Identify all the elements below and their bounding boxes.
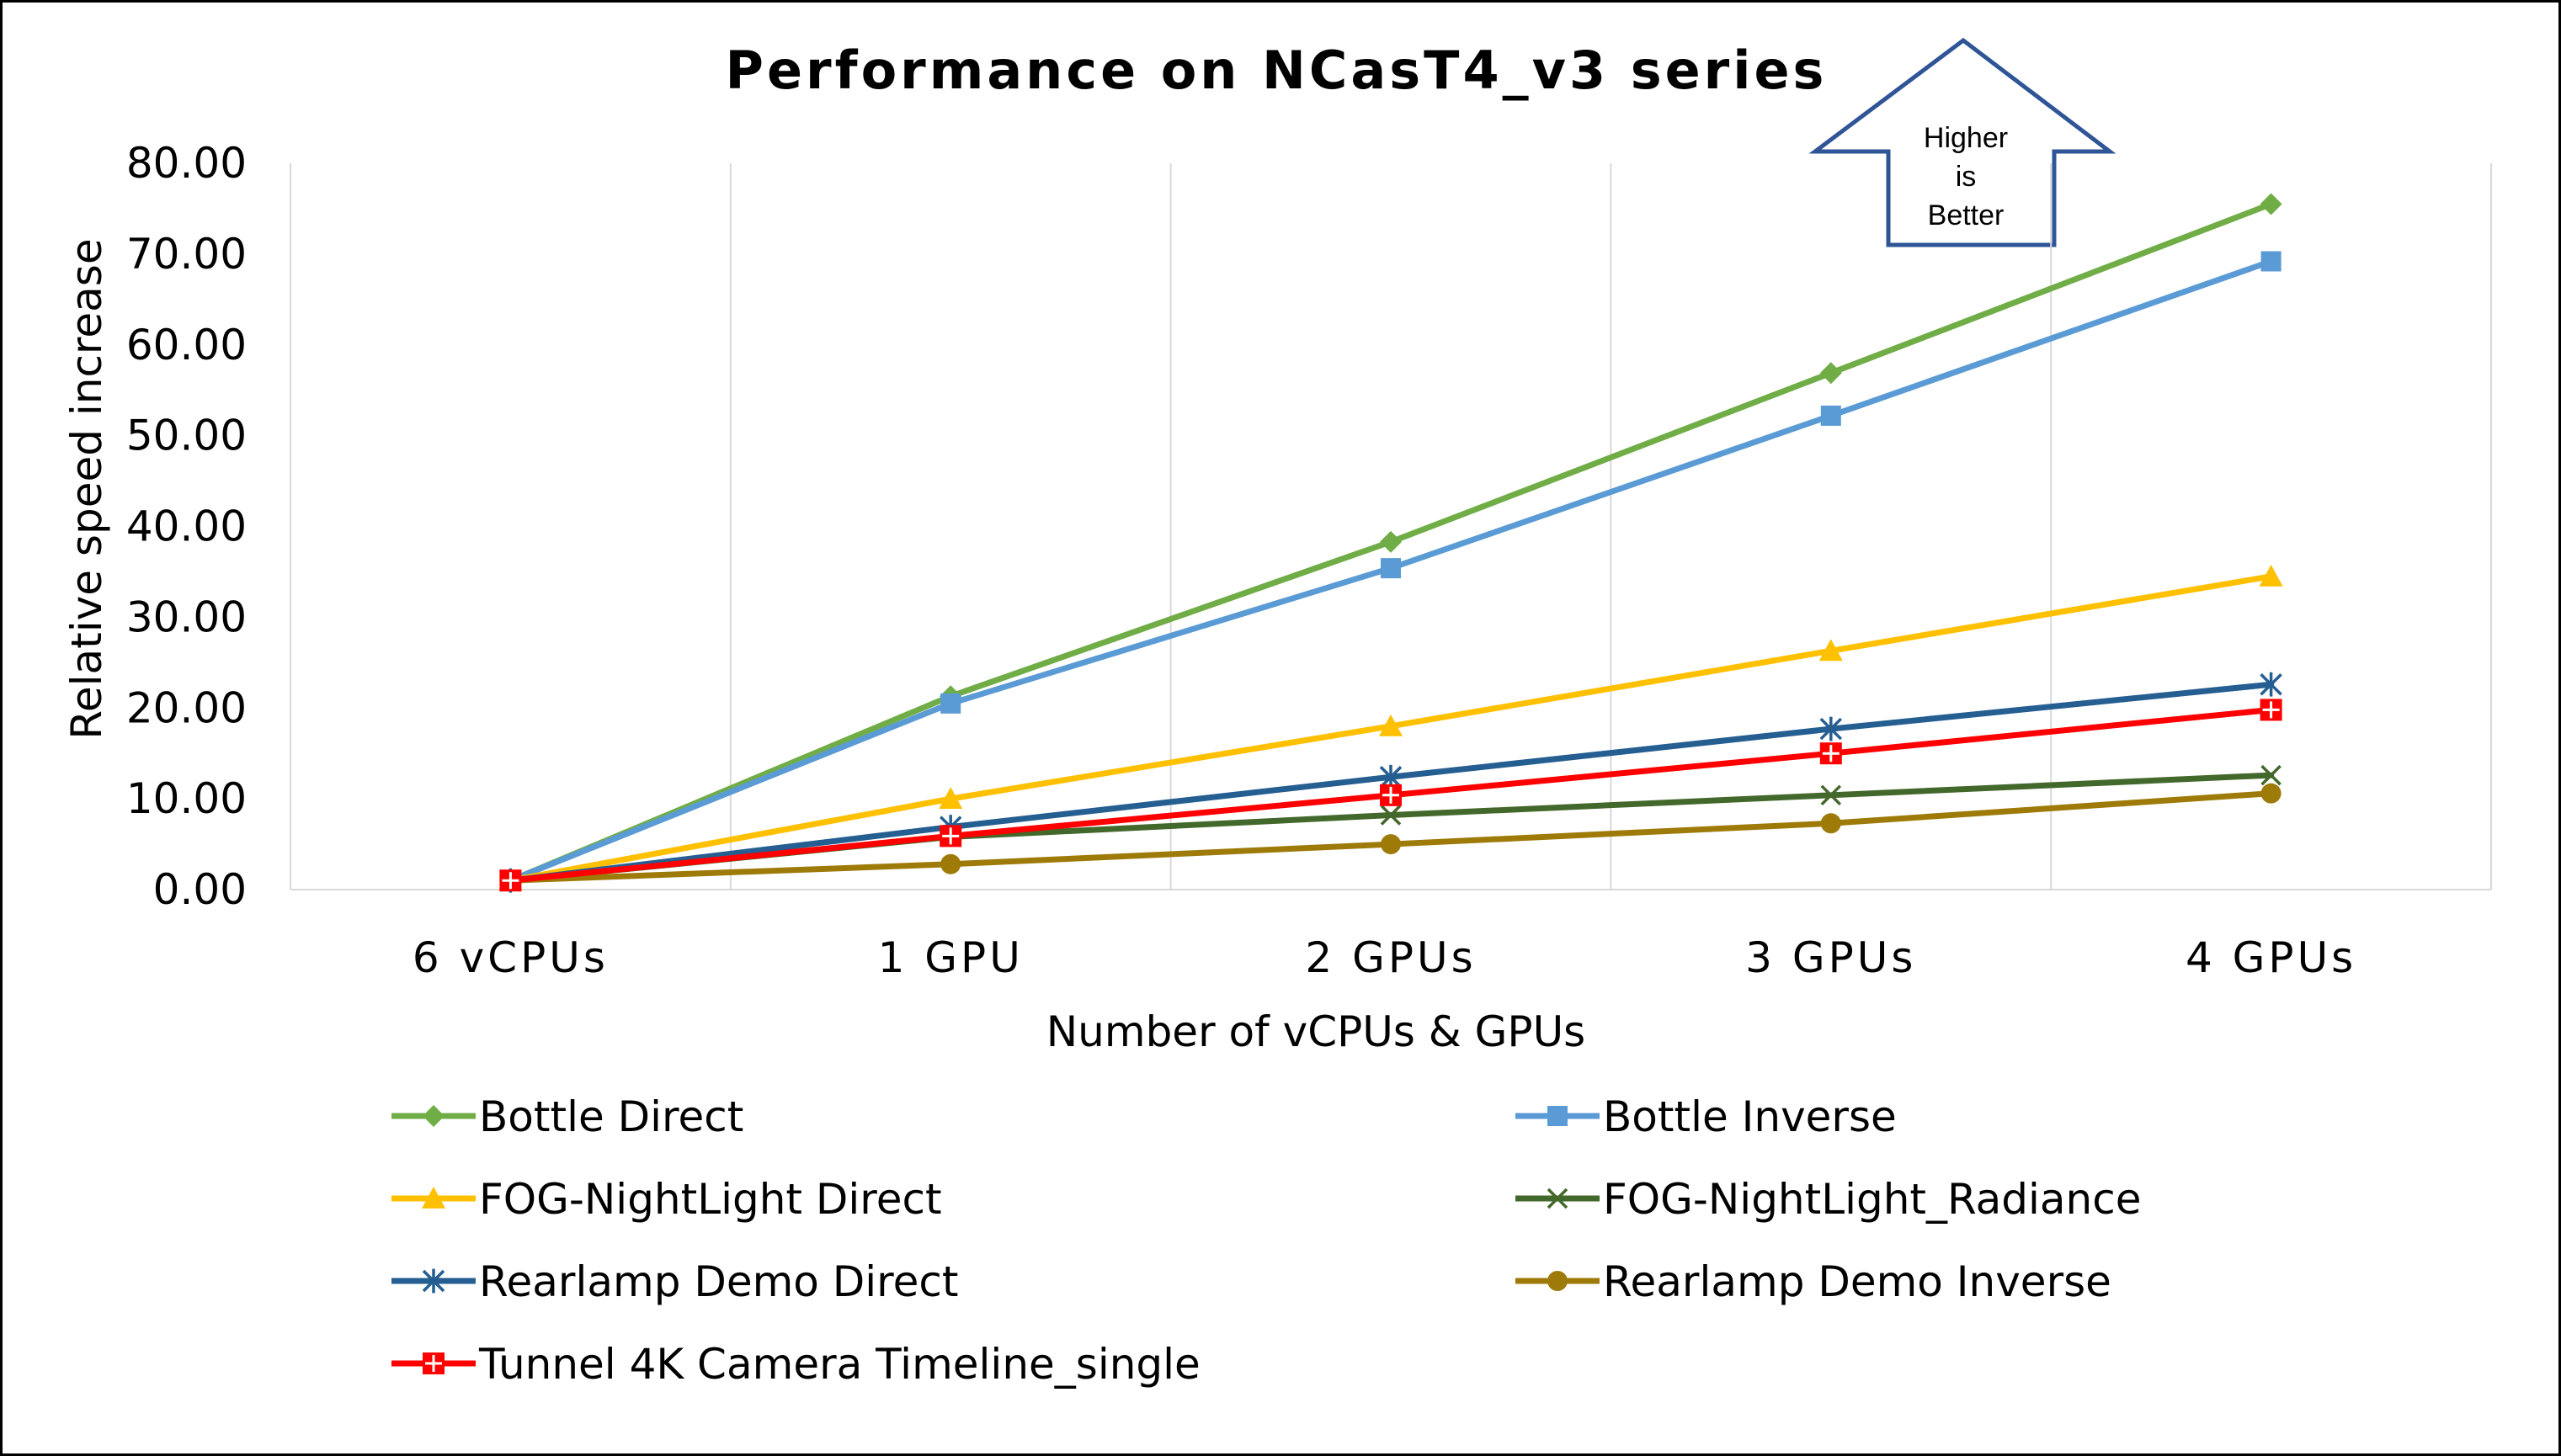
legend-item-tunnel-4k-camera-timeline-single: Tunnel 4K Camera Timeline_single xyxy=(391,1340,1201,1389)
data-point-marker xyxy=(1380,784,1402,806)
legend-label: Bottle Inverse xyxy=(1603,1092,1897,1141)
data-point-marker xyxy=(940,693,961,714)
data-point-marker xyxy=(1380,530,1402,553)
legend-label: Rearlamp Demo Inverse xyxy=(1603,1257,2111,1306)
data-point-marker xyxy=(1819,716,1843,741)
data-point-marker xyxy=(1547,1271,1568,1291)
y-tick-label: 70.00 xyxy=(126,230,247,279)
x-tick-label: 2 GPUs xyxy=(1305,933,1476,982)
axes xyxy=(290,163,2491,890)
y-axis-label: Relative speed increase xyxy=(62,238,111,739)
callout-arrow-shape xyxy=(1808,37,2116,247)
data-point-marker xyxy=(2259,564,2283,587)
data-point-marker xyxy=(1547,1188,1568,1209)
data-point-marker xyxy=(422,1187,445,1209)
data-point-marker xyxy=(2260,193,2282,215)
chart-svg: Performance on NCasT4_v3 series Higher i… xyxy=(62,37,2492,1389)
legend-label: FOG-NightLight_Radiance xyxy=(1603,1175,2142,1224)
data-point-marker xyxy=(1820,405,1841,426)
x-tick-label: 1 GPU xyxy=(878,933,1024,982)
legend-label: FOG-NightLight Direct xyxy=(479,1175,942,1224)
data-point-marker xyxy=(1379,714,1403,736)
x-tick-label: 6 vCPUs xyxy=(413,933,609,982)
callout-line-2: is xyxy=(1956,161,1977,193)
legend-item-rearlamp-demo-inverse: Rearlamp Demo Inverse xyxy=(1515,1257,2111,1306)
y-tick-label: 40.00 xyxy=(126,502,247,551)
callout-line-1: Higher xyxy=(1924,122,2008,154)
x-tick-label: 3 GPUs xyxy=(1745,933,1916,982)
data-point-marker xyxy=(2260,783,2281,804)
gridlines xyxy=(729,163,2492,890)
data-point-marker xyxy=(1547,1106,1568,1126)
data-point-marker xyxy=(939,787,963,810)
data-point-marker xyxy=(1819,742,1842,765)
y-tick-label: 30.00 xyxy=(126,592,247,641)
series-tunnel-4k-camera-timeline-single xyxy=(499,699,2282,892)
legend-label: Tunnel 4K Camera Timeline_single xyxy=(478,1340,1201,1389)
higher-is-better-callout: Higher is Better xyxy=(1808,37,2116,247)
y-tick-label: 80.00 xyxy=(126,139,247,188)
series-rearlamp-demo-inverse xyxy=(500,783,2281,891)
legend: Bottle Direct Bottle Inverse FOG-NightLigh… xyxy=(391,1092,2142,1389)
series-fog-nightlight-direct xyxy=(498,564,2283,891)
data-point-marker xyxy=(499,869,522,892)
y-tick-labels: 0.00 10.00 20.00 30.00 40.00 50.00 60.00 70.00 8… xyxy=(126,139,247,914)
y-tick-label: 10.00 xyxy=(126,774,247,823)
y-tick-label: 60.00 xyxy=(126,321,247,369)
data-point-marker xyxy=(1818,639,1843,662)
data-point-marker xyxy=(422,1268,445,1294)
series-rearlamp-demo-direct xyxy=(499,672,2282,893)
data-point-marker xyxy=(2260,764,2281,786)
x-axis-label: Number of vCPUs & GPUs xyxy=(1046,1007,1585,1056)
data-point-marker xyxy=(940,853,961,874)
y-tick-label: 0.00 xyxy=(153,865,247,914)
legend-label: Bottle Direct xyxy=(479,1092,743,1141)
data-point-marker xyxy=(1380,805,1402,826)
chart-title: Performance on NCasT4_v3 series xyxy=(726,40,1828,101)
y-tick-label: 20.00 xyxy=(126,683,247,732)
legend-item-fog-nightlight-direct: FOG-NightLight Direct xyxy=(391,1175,942,1224)
legend-label: Rearlamp Demo Direct xyxy=(479,1257,958,1306)
data-point-marker xyxy=(423,1105,445,1127)
legend-item-bottle-direct: Bottle Direct xyxy=(391,1092,743,1141)
x-tick-labels: 6 vCPUs 1 GPU 2 GPUs 3 GPUs 4 GPUs xyxy=(413,933,2356,982)
data-point-marker xyxy=(940,825,962,848)
data-point-marker xyxy=(2260,672,2282,697)
callout-line-3: Better xyxy=(1928,199,2005,231)
legend-item-fog-nightlight-radiance: FOG-NightLight_Radiance xyxy=(1515,1175,2142,1224)
data-point-marker xyxy=(1820,784,1842,806)
data-point-marker xyxy=(1820,813,1841,834)
x-tick-label: 4 GPUs xyxy=(2186,933,2356,982)
data-point-marker xyxy=(1819,362,1842,385)
y-tick-label: 50.00 xyxy=(126,412,247,460)
data-point-marker xyxy=(1381,834,1401,855)
data-point-marker xyxy=(1381,558,1401,579)
data-series xyxy=(498,193,2283,893)
data-point-marker xyxy=(2260,251,2281,272)
data-point-marker xyxy=(2260,699,2282,721)
legend-item-rearlamp-demo-direct: Rearlamp Demo Direct xyxy=(391,1257,958,1306)
data-point-marker xyxy=(423,1352,445,1374)
legend-item-bottle-inverse: Bottle Inverse xyxy=(1515,1092,1897,1141)
